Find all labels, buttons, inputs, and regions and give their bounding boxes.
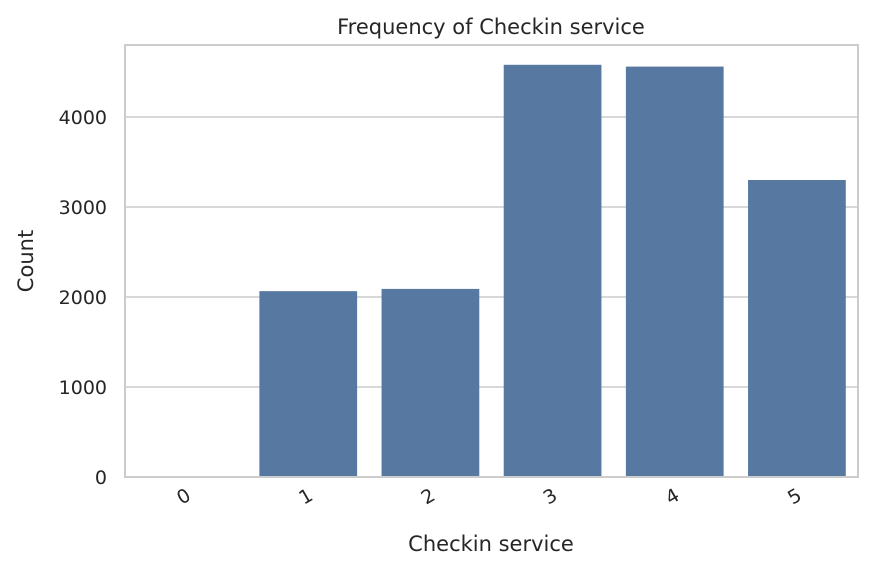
bar-2 <box>381 288 480 477</box>
x-tick-label: 5 <box>784 484 805 509</box>
y-tick-label: 3000 <box>59 197 107 219</box>
y-tick-labels: 0 1000 2000 3000 4000 <box>59 107 107 489</box>
y-axis-label: Count <box>14 230 38 292</box>
x-tick-labels: 0 1 2 3 4 5 <box>173 484 805 509</box>
chart-title: Frequency of Checkin service <box>337 15 645 39</box>
x-tick-label: 4 <box>662 484 683 509</box>
bar-4 <box>625 66 724 477</box>
y-tick-label: 2000 <box>59 287 107 309</box>
x-tick-label: 2 <box>417 484 438 509</box>
bar-1 <box>259 291 358 477</box>
bar-3 <box>503 64 602 478</box>
x-tick-label: 1 <box>295 484 316 509</box>
y-tick-label: 4000 <box>59 107 107 129</box>
x-axis-label: Checkin service <box>408 532 574 556</box>
x-tick-label: 0 <box>173 484 194 509</box>
y-tick-label: 0 <box>95 467 107 489</box>
y-tick-label: 1000 <box>59 377 107 399</box>
bar-5 <box>748 180 846 477</box>
bars <box>137 64 846 478</box>
plot-frame <box>124 44 859 478</box>
x-tick-label: 3 <box>540 484 561 509</box>
